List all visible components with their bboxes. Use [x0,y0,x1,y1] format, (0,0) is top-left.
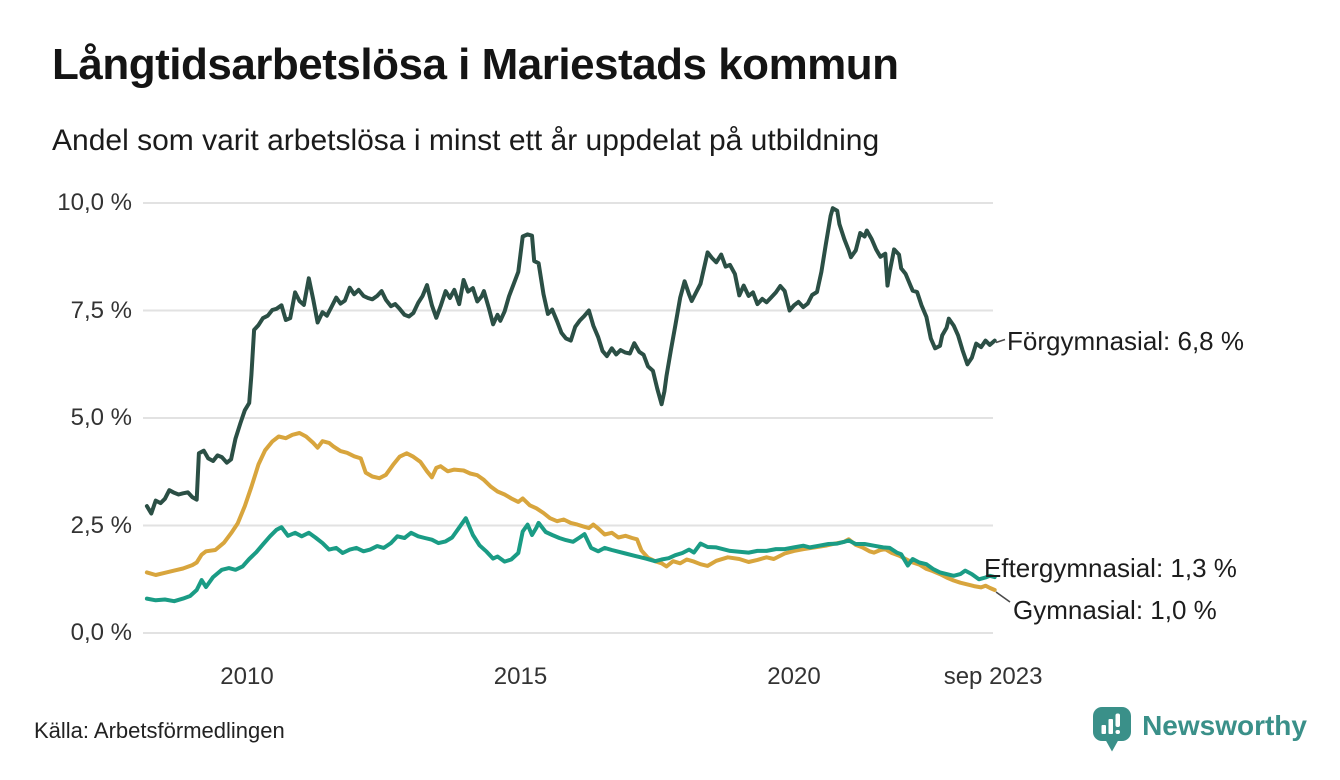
series-line-gymnasial [144,431,997,592]
series-end-label-förgymnasial: Förgymnasial: 6,8 % [1007,326,1244,356]
page-title: Långtidsarbetslösa i Mariestads kommun [52,40,899,89]
end-label-connector-förgymnasial [995,338,1006,344]
series-line-eftergymnasial [144,516,997,604]
chart-subtitle: Andel som varit arbetslösa i minst ett å… [52,124,880,157]
y-tick-label: 5,0 % [70,404,132,431]
newsworthy-logo-text: Newsworthy [1142,710,1307,741]
x-tick-label: 2015 [493,663,548,690]
series-end-label-gymnasial: Gymnasial: 1,0 % [1013,595,1217,625]
newsworthy-bubble-chart-icon [1092,706,1133,758]
source-note: Källa: Arbetsförmedlingen [34,718,285,743]
y-tick-label: 7,5 % [70,296,132,324]
x-tick-label: 2020 [767,663,821,690]
y-tick-label: 2,5 % [70,511,132,539]
series-line-förgymnasial [144,206,997,516]
series-end-label-eftergymnasial: Eftergymnasial: 1,3 % [984,553,1237,583]
y-tick-label: 10,0 % [57,189,132,216]
y-tick-label: 0,0 % [70,619,132,646]
x-tick-label: 2010 [220,663,274,690]
end-label-connector-gymnasial [995,591,1011,603]
newsworthy-logo: Newsworthy [1092,706,1307,758]
x-tick-label: sep 2023 [943,663,1043,690]
